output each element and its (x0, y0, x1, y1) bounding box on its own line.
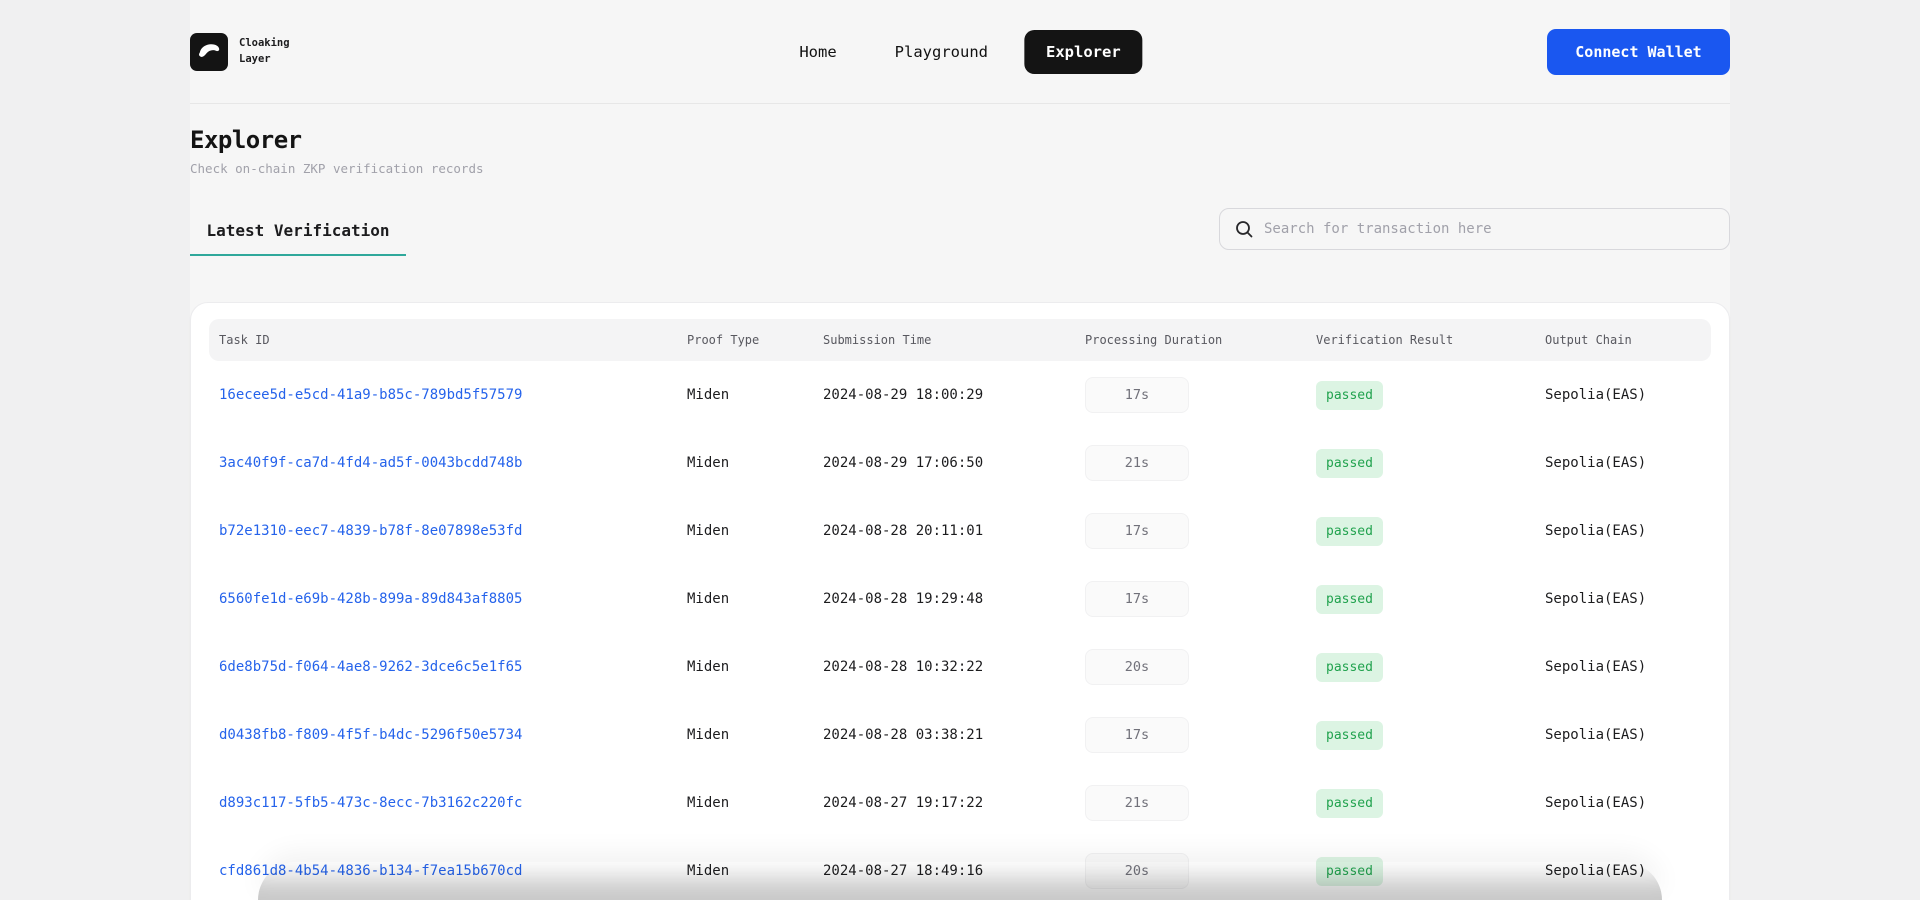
brand-name-line2: Layer (239, 52, 271, 65)
output-chain-cell: Sepolia(EAS) (1545, 455, 1647, 471)
submission-time-cell: 2024-08-28 10:32:22 (823, 659, 984, 675)
search-box[interactable] (1219, 208, 1730, 250)
table-body: 16ecee5d-e5cd-41a9-b85c-789bd5f57579 Mid… (209, 361, 1711, 900)
duration-chip: 17s (1085, 377, 1189, 413)
task-id-link[interactable]: d893c117-5fb5-473c-8ecc-7b3162c220fc (219, 795, 523, 811)
search-icon (1234, 219, 1254, 239)
task-id-link[interactable]: cfd861d8-4b54-4836-b134-f7ea15b670cd (219, 863, 523, 879)
submission-time-cell: 2024-08-27 18:49:16 (823, 863, 984, 879)
output-chain-cell: Sepolia(EAS) (1545, 591, 1647, 607)
search-input[interactable] (1264, 221, 1715, 237)
table-row: d893c117-5fb5-473c-8ecc-7b3162c220fc Mid… (209, 769, 1711, 837)
output-chain-cell: Sepolia(EAS) (1545, 387, 1647, 403)
proof-type-cell: Miden (687, 795, 730, 811)
col-header-processing-duration: Processing Duration (1085, 333, 1223, 347)
result-badge: passed (1316, 720, 1383, 750)
cloak-logo-icon[interactable] (190, 32, 228, 71)
table-row: 3ac40f9f-ca7d-4fd4-ad5f-0043bcdd748b Mid… (209, 429, 1711, 497)
submission-time-cell: 2024-08-27 19:17:22 (823, 795, 984, 811)
main-nav: Home Playground Explorer (777, 29, 1143, 74)
submission-time-cell: 2024-08-28 03:38:21 (823, 727, 984, 743)
duration-chip: 20s (1085, 853, 1189, 889)
proof-type-cell: Miden (687, 455, 730, 471)
duration-chip: 17s (1085, 581, 1189, 617)
verification-table-card: Task ID Proof Type Submission Time Proce… (190, 302, 1730, 900)
proof-type-cell: Miden (687, 863, 730, 879)
output-chain-cell: Sepolia(EAS) (1545, 795, 1647, 811)
task-id-link[interactable]: 16ecee5d-e5cd-41a9-b85c-789bd5f57579 (219, 387, 523, 403)
task-id-link[interactable]: 6560fe1d-e69b-428b-899a-89d843af8805 (219, 591, 523, 607)
result-badge: passed (1316, 788, 1383, 818)
top-header: Cloaking Layer Home Playground Explorer … (0, 0, 1920, 104)
submission-time-cell: 2024-08-29 18:00:29 (823, 387, 984, 403)
submission-time-cell: 2024-08-28 19:29:48 (823, 591, 984, 607)
table-row: 6de8b75d-f064-4ae8-9262-3dce6c5e1f65 Mid… (209, 633, 1711, 701)
explorer-page: Explorer Check on-chain ZKP verification… (190, 126, 1730, 900)
connect-wallet-button[interactable]: Connect Wallet (1547, 28, 1730, 75)
table-row: cfd861d8-4b54-4836-b134-f7ea15b670cd Mid… (209, 837, 1711, 900)
output-chain-cell: Sepolia(EAS) (1545, 659, 1647, 675)
proof-type-cell: Miden (687, 523, 730, 539)
table-row: 16ecee5d-e5cd-41a9-b85c-789bd5f57579 Mid… (209, 361, 1711, 429)
table-row: b72e1310-eec7-4839-b78f-8e07898e53fd Mid… (209, 497, 1711, 565)
task-id-link[interactable]: 3ac40f9f-ca7d-4fd4-ad5f-0043bcdd748b (219, 455, 523, 471)
nav-item-home[interactable]: Home (799, 42, 837, 61)
proof-type-cell: Miden (687, 659, 730, 675)
task-id-link[interactable]: 6de8b75d-f064-4ae8-9262-3dce6c5e1f65 (219, 659, 523, 675)
duration-chip: 17s (1085, 513, 1189, 549)
col-header-task-id: Task ID (219, 333, 270, 347)
output-chain-cell: Sepolia(EAS) (1545, 863, 1647, 879)
duration-chip: 20s (1085, 649, 1189, 685)
output-chain-cell: Sepolia(EAS) (1545, 523, 1647, 539)
proof-type-cell: Miden (687, 591, 730, 607)
submission-time-cell: 2024-08-28 20:11:01 (823, 523, 984, 539)
page-subtitle: Check on-chain ZKP verification records (190, 161, 484, 176)
table-header-row: Task ID Proof Type Submission Time Proce… (209, 319, 1711, 361)
col-header-output-chain: Output Chain (1545, 333, 1632, 347)
proof-type-cell: Miden (687, 727, 730, 743)
result-badge: passed (1316, 584, 1383, 614)
table-row: 6560fe1d-e69b-428b-899a-89d843af8805 Mid… (209, 565, 1711, 633)
submission-time-cell: 2024-08-29 17:06:50 (823, 455, 984, 471)
output-chain-cell: Sepolia(EAS) (1545, 727, 1647, 743)
duration-chip: 21s (1085, 785, 1189, 821)
table-row: d0438fb8-f809-4f5f-b4dc-5296f50e5734 Mid… (209, 701, 1711, 769)
brand-name: Cloaking Layer (239, 36, 290, 66)
toolbar: Latest Verification (190, 208, 1730, 256)
brand-name-line1: Cloaking (239, 37, 290, 50)
col-header-verification-result: Verification Result (1316, 333, 1454, 347)
nav-item-playground[interactable]: Playground (894, 42, 988, 61)
tab-latest-verification[interactable]: Latest Verification (190, 211, 406, 256)
result-badge: passed (1316, 856, 1383, 886)
task-id-link[interactable]: d0438fb8-f809-4f5f-b4dc-5296f50e5734 (219, 727, 523, 743)
col-header-submission-time: Submission Time (823, 333, 932, 347)
page-title: Explorer (190, 126, 302, 154)
col-header-proof-type: Proof Type (687, 333, 760, 347)
result-badge: passed (1316, 516, 1383, 546)
proof-type-cell: Miden (687, 387, 730, 403)
nav-item-explorer[interactable]: Explorer (1024, 29, 1143, 74)
brand[interactable]: Cloaking Layer (190, 32, 290, 71)
result-badge: passed (1316, 652, 1383, 682)
result-badge: passed (1316, 380, 1383, 410)
task-id-link[interactable]: b72e1310-eec7-4839-b78f-8e07898e53fd (219, 523, 523, 539)
duration-chip: 21s (1085, 445, 1189, 481)
result-badge: passed (1316, 448, 1383, 478)
duration-chip: 17s (1085, 717, 1189, 753)
